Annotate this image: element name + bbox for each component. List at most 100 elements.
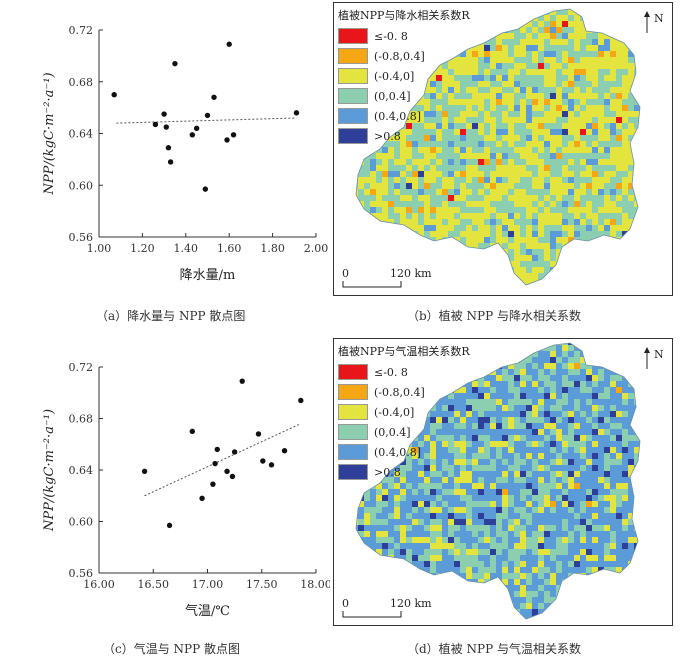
map-cell [622, 33, 628, 39]
map-cell [610, 75, 616, 81]
map-cell [478, 57, 484, 63]
map-cell [340, 255, 346, 261]
map-cell [454, 279, 460, 285]
map-cell [598, 159, 604, 165]
map-cell [526, 453, 532, 459]
map-cell [490, 21, 496, 27]
map-cell [556, 207, 562, 213]
map-cell [460, 105, 466, 111]
legend-label: (0,0.4] [374, 89, 411, 103]
map-cell [538, 57, 544, 63]
map-cell [460, 147, 466, 153]
map-cell [532, 225, 538, 231]
map-cell [388, 207, 394, 213]
map-cell [586, 171, 592, 177]
map-cell [472, 201, 478, 207]
map-cell [406, 147, 412, 153]
map-cell [502, 375, 508, 381]
map-cell [598, 243, 604, 249]
map-cell [334, 177, 340, 183]
map-cell [622, 57, 628, 63]
map-cell [670, 447, 672, 453]
map-cell [358, 255, 364, 261]
map-cell [664, 357, 670, 363]
map-cell [574, 33, 580, 39]
map-cell [652, 255, 658, 261]
map-cell [664, 531, 670, 537]
map-cell [502, 465, 508, 471]
map-cell [478, 87, 484, 93]
map-cell [346, 195, 352, 201]
map-cell [544, 117, 550, 123]
map-cell [466, 555, 472, 561]
map-cell [466, 213, 472, 219]
map-cell [430, 159, 436, 165]
map-cell [556, 225, 562, 231]
map-cell [370, 495, 376, 501]
map-cell [622, 27, 628, 33]
y-tick-label: 0.56 [69, 567, 94, 580]
map-cell [448, 477, 454, 483]
map-cell [550, 243, 556, 249]
map-cell [586, 213, 592, 219]
map-cell [520, 387, 526, 393]
map-cell [430, 531, 436, 537]
map-cell [454, 477, 460, 483]
map-cell [508, 525, 514, 531]
map-cell [622, 483, 628, 489]
map-cell [448, 501, 454, 507]
map-cell [448, 231, 454, 237]
map-cell [490, 411, 496, 417]
map-cell [622, 207, 628, 213]
map-cell [406, 183, 412, 189]
map-cell [454, 459, 460, 465]
map-cell [484, 213, 490, 219]
map-cell [496, 501, 502, 507]
map-cell [418, 537, 424, 543]
map-cell [598, 75, 604, 81]
map-cell [616, 195, 622, 201]
map-cell [466, 387, 472, 393]
map-cell [538, 489, 544, 495]
map-cell [484, 351, 490, 357]
map-cell [586, 135, 592, 141]
map-cell [640, 501, 646, 507]
map-cell [412, 117, 418, 123]
map-cell [442, 459, 448, 465]
map-cell [670, 207, 672, 213]
map-cell [394, 165, 400, 171]
map-cell [334, 513, 340, 519]
map-cell [484, 507, 490, 513]
map-cell [496, 195, 502, 201]
map-cell [484, 513, 490, 519]
map-cell [424, 447, 430, 453]
map-cell [526, 537, 532, 543]
map-cell [484, 99, 490, 105]
map-cell [658, 153, 664, 159]
map-cell [406, 243, 412, 249]
map-cell [604, 195, 610, 201]
map-cell [670, 519, 672, 525]
map-cell [640, 159, 646, 165]
map-cell [394, 153, 400, 159]
map-cell [340, 495, 346, 501]
map-cell [574, 369, 580, 375]
map-cell [478, 51, 484, 57]
map-cell [412, 213, 418, 219]
map-cell [526, 147, 532, 153]
map-cell [454, 411, 460, 417]
y-tick-label: 0.60 [69, 516, 94, 529]
map-cell [616, 255, 622, 261]
map-cell [484, 267, 490, 273]
map-cell [592, 441, 598, 447]
map-cell [334, 495, 340, 501]
map-cell [484, 201, 490, 207]
map-cell [538, 549, 544, 555]
map-cell [538, 87, 544, 93]
map-cell [622, 279, 628, 285]
map-cell [496, 255, 502, 261]
map-cell [436, 279, 442, 285]
map-cell [466, 543, 472, 549]
map-cell [472, 363, 478, 369]
map-cell [652, 237, 658, 243]
